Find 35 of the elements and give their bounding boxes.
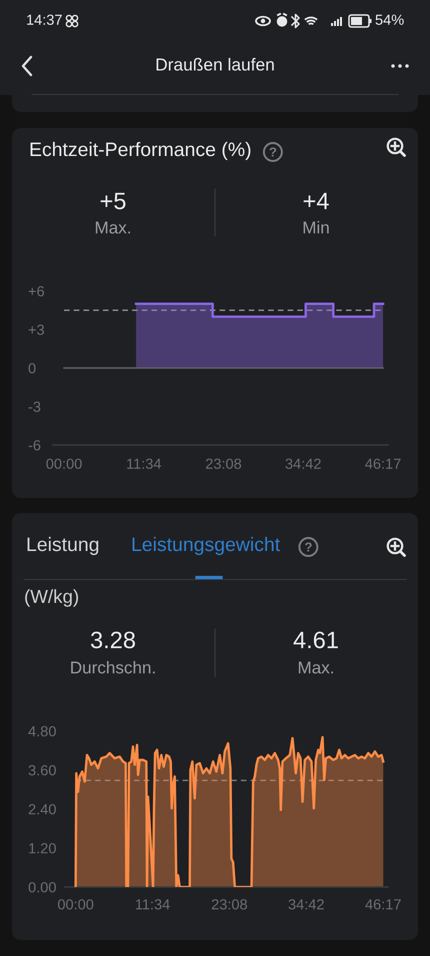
text: Draußen laufen [156,58,274,71]
chart-title: Leistungsgewicht [132,536,280,556]
y-tick-label: 0.00 [28,882,56,892]
chart-title: Echtzeit-Performance (%) [30,142,250,160]
text: 14:37 [27,14,62,25]
text: Max. [298,662,333,674]
x-tick-label: 34:42 [288,899,324,910]
text: Max. [96,222,130,234]
y-tick-label: 2.40 [28,804,56,814]
y-tick-label: 3.60 [28,765,56,776]
x-tick-label: 34:42 [286,458,321,469]
x-tick-label: 11:34 [136,899,170,910]
x-tick-label: 23:08 [212,899,247,910]
text: +4 [304,192,329,210]
x-tick-label: 46:17 [365,458,401,469]
text: 4.61 [294,632,338,648]
y-tick-label: +6 [28,286,44,296]
x-tick-label: 11:34 [127,458,162,469]
x-tick-label: 23:08 [206,458,242,469]
text: Min [304,221,329,234]
text: Durchschn. [71,661,155,674]
x-tick-label: 46:17 [365,899,401,910]
y-tick-label: 0 [28,363,36,374]
text: Leistung [28,536,98,556]
text: +5 [100,192,126,210]
x-tick-label: 00:00 [46,458,82,469]
y-tick-label: -6 [28,440,40,450]
y-tick-label: 1.20 [29,843,56,854]
y-tick-label: +3 [28,324,44,335]
y-tick-label: -3 [28,402,40,412]
y-tick-label: 4.80 [28,726,56,736]
text: 3.28 [90,632,135,648]
text: 54% [376,14,404,25]
y-axis-title: (W/kg) [25,589,78,607]
x-tick-label: 00:00 [58,899,94,910]
